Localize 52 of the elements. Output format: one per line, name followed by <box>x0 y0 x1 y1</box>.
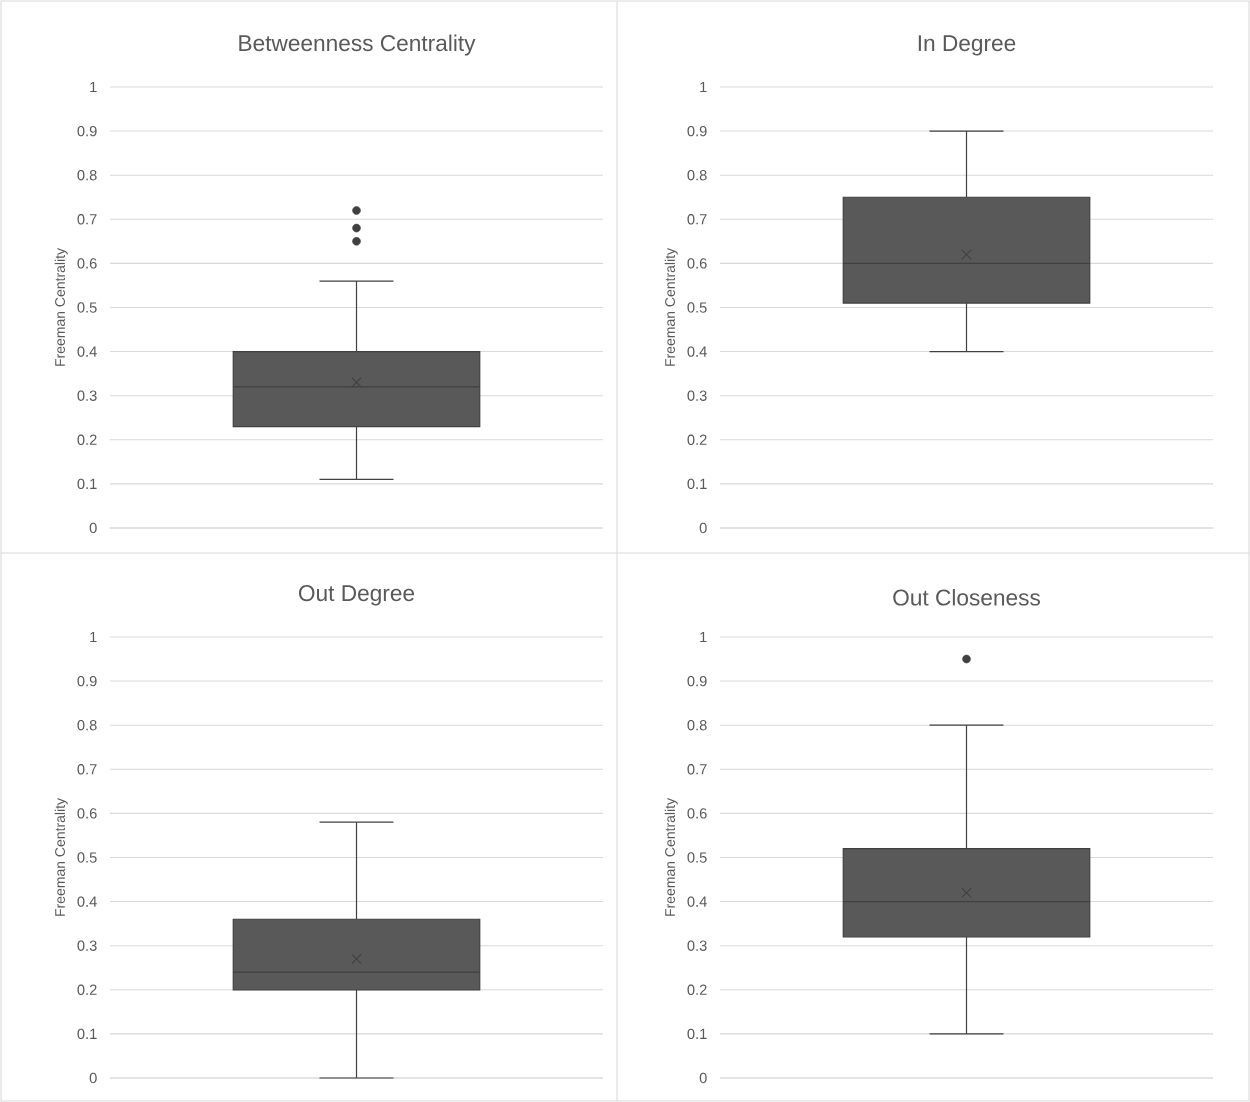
y-axis-title: Freeman Centrality <box>54 248 68 366</box>
y-tick-label: 0.4 <box>77 896 97 907</box>
y-tick-label: 0.4 <box>77 346 97 357</box>
y-tick-label: 0.6 <box>77 258 97 269</box>
y-tick-label: 0 <box>89 1072 97 1084</box>
y-tick-label: 0.1 <box>687 1028 707 1040</box>
y-axis-title: Freeman Centrality <box>664 248 678 366</box>
y-tick-label: 0.6 <box>687 808 707 819</box>
y-tick-label: 0.6 <box>77 808 97 819</box>
y-tick-label: 0.8 <box>77 170 97 181</box>
y-tick-label: 0.7 <box>687 214 707 225</box>
y-axis-title: Freeman Centrality <box>54 798 68 916</box>
y-tick-label: 0.2 <box>687 434 707 445</box>
y-tick-label: 0.5 <box>687 852 707 863</box>
y-tick-label: 0.3 <box>77 390 97 401</box>
y-tick-label: 0.9 <box>687 125 707 137</box>
y-tick-label: 0.2 <box>77 984 97 995</box>
chart-title: Betweenness Centrality <box>239 34 476 56</box>
y-tick-label: 0.7 <box>687 764 707 775</box>
y-tick-label: 1 <box>700 631 707 643</box>
y-tick-label: 0.9 <box>77 125 97 137</box>
y-tick-label: 0.9 <box>687 675 707 687</box>
y-tick-label: 0.4 <box>687 346 707 357</box>
y-tick-label: 0.1 <box>77 478 97 490</box>
y-tick-label: 0.9 <box>77 675 97 687</box>
y-tick-label: 0.8 <box>687 170 707 181</box>
y-tick-label: 0.6 <box>687 258 707 269</box>
chart-title: Out Degree <box>298 585 415 606</box>
y-tick-label: 0.5 <box>77 852 97 863</box>
y-tick-label: 0.3 <box>687 940 707 951</box>
y-tick-label: 1 <box>700 81 707 93</box>
y-tick-label: 0.7 <box>77 764 97 775</box>
y-tick-label: 0.7 <box>77 214 97 225</box>
chart-title: Out Closeness <box>893 588 1040 606</box>
y-tick-label: 0.1 <box>77 1028 97 1040</box>
y-tick-label: 1 <box>90 631 97 643</box>
y-tick-label: 0.4 <box>687 896 707 907</box>
y-tick-label: 0 <box>699 1072 707 1084</box>
y-tick-label: 0.2 <box>687 984 707 995</box>
y-tick-label: 0 <box>89 522 97 534</box>
y-tick-label: 0.3 <box>77 940 97 951</box>
chart-title: In Degree <box>918 35 1016 56</box>
y-tick-label: 0.8 <box>687 720 707 731</box>
y-tick-label: 0.5 <box>77 302 97 313</box>
y-tick-label: 0.8 <box>77 720 97 731</box>
y-axis-title: Freeman Centrality <box>664 798 678 916</box>
y-tick-label: 0 <box>699 522 707 534</box>
y-tick-label: 0.3 <box>687 390 707 401</box>
y-tick-label: 1 <box>90 81 97 93</box>
y-tick-label: 0.5 <box>687 302 707 313</box>
y-tick-label: 0.2 <box>77 434 97 445</box>
y-tick-label: 0.1 <box>687 478 707 490</box>
